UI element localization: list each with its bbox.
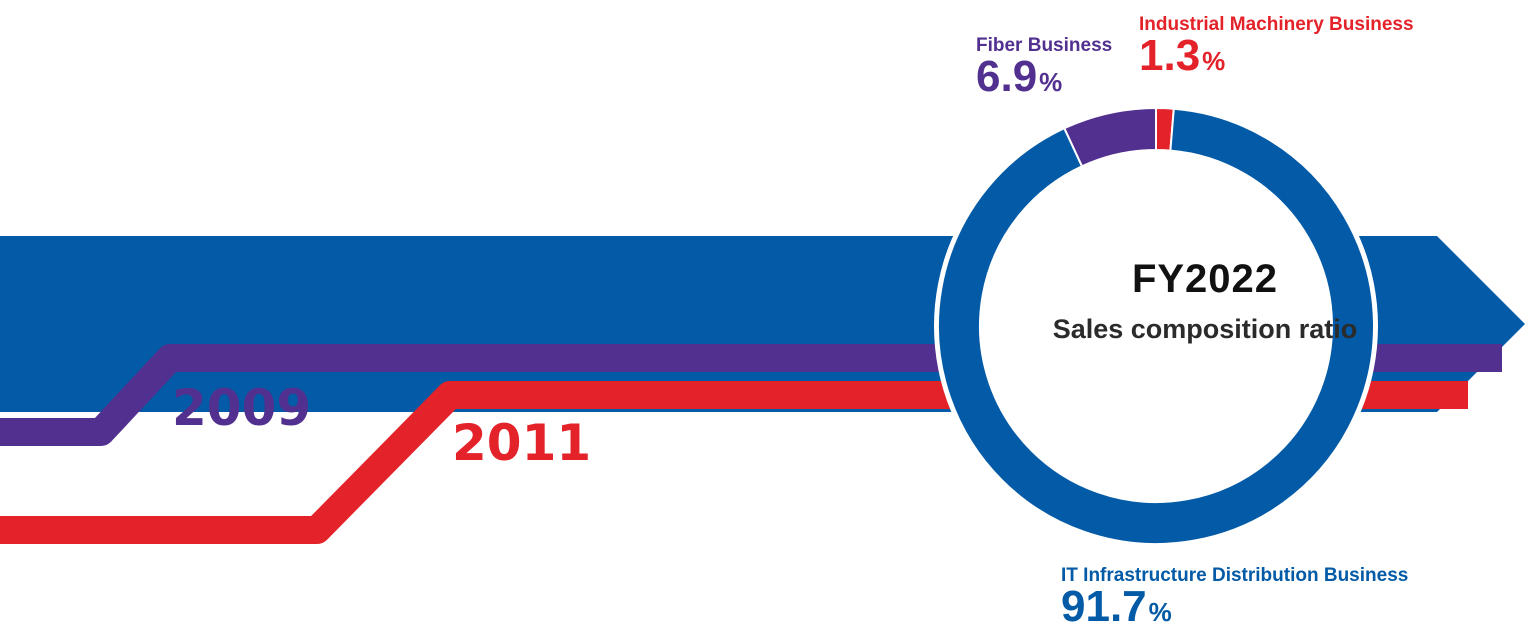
year-2009-label: 2009	[172, 379, 311, 437]
fiber-label-unit: %	[1039, 67, 1063, 97]
it-label-unit: %	[1148, 597, 1172, 627]
fiber-label-value: 6.9	[976, 52, 1038, 101]
chart-subtitle: Sales composition ratio	[1052, 314, 1358, 344]
industrial-label-name: Industrial Machinery Business	[1139, 14, 1414, 35]
donut-slice-it-infrastructure-distribution-business	[937, 107, 1375, 545]
fiber-label: Fiber Business 6.9%	[976, 36, 1112, 99]
donut-slice-fiber-business	[1063, 106, 1157, 168]
it-label-value: 91.7	[1061, 582, 1147, 631]
fiber-band	[0, 344, 1502, 446]
it-label: IT Infrastructure Distribution Business …	[1061, 566, 1408, 629]
industrial-label-value: 1.3	[1139, 31, 1201, 80]
donut-hole	[982, 152, 1330, 500]
donut-chart	[937, 106, 1375, 545]
fiscal-year-title: FY2022	[1131, 257, 1279, 301]
year-2011-label: 2011	[452, 414, 591, 472]
fiber-label-name: Fiber Business	[976, 35, 1113, 56]
industrial-label-unit: %	[1202, 46, 1226, 76]
it-label-name: IT Infrastructure Distribution Business	[1061, 565, 1409, 586]
industrial-label: Industrial Machinery Business 1.3%	[1139, 15, 1414, 78]
